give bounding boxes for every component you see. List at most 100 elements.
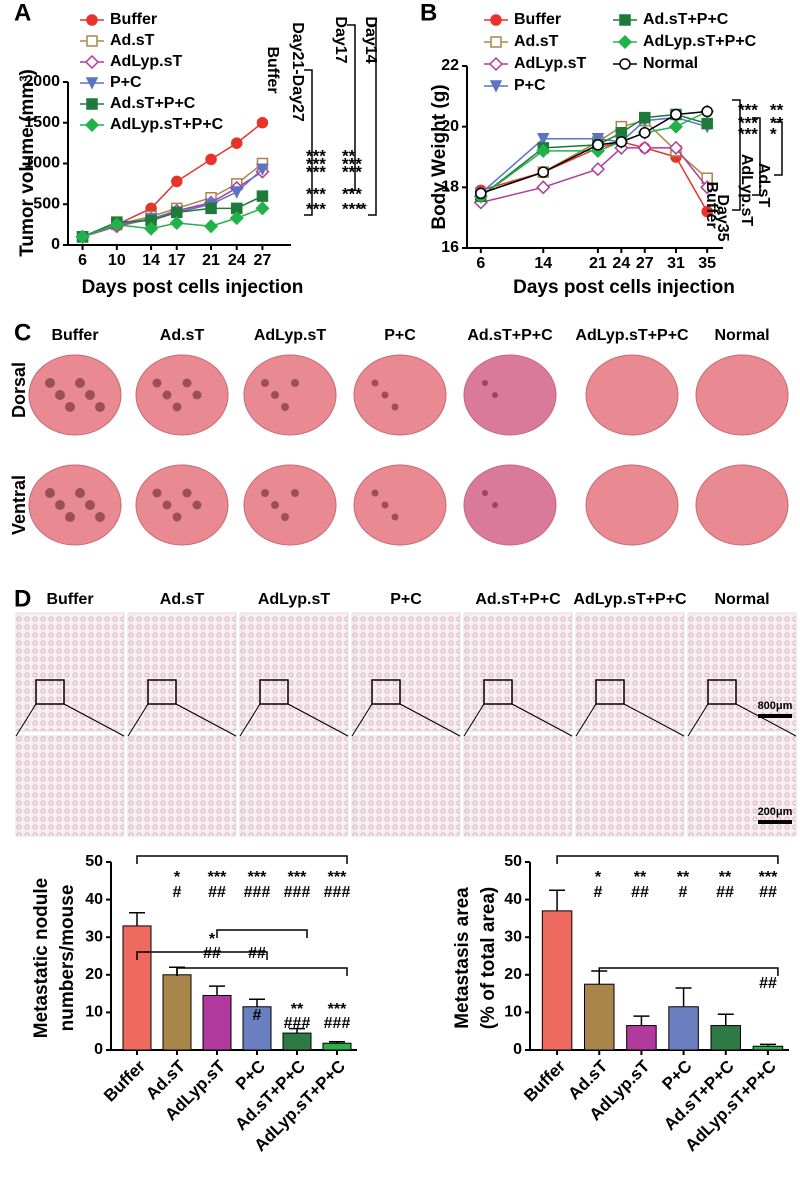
photo-group-label: P+C bbox=[384, 327, 416, 344]
lesion bbox=[85, 390, 95, 400]
y-axis-title: Metastasis area bbox=[452, 887, 473, 1029]
panel-letter: D bbox=[14, 585, 31, 612]
x-tick-label: 6 bbox=[78, 252, 87, 269]
lung-photo bbox=[135, 354, 229, 436]
marker bbox=[86, 98, 98, 110]
zoom-line bbox=[127, 703, 149, 737]
annotation: ** bbox=[634, 869, 647, 886]
y-tick-label: 2000 bbox=[24, 73, 60, 90]
legend-label: Ad.sT+P+C bbox=[110, 95, 196, 112]
annotation: ** bbox=[677, 869, 690, 886]
histology-zoom bbox=[239, 735, 349, 837]
legend-label: AdLyp.sT+P+C bbox=[110, 116, 224, 133]
y-tick-label: 20 bbox=[85, 966, 103, 983]
lesion bbox=[45, 488, 55, 498]
marker bbox=[536, 143, 551, 158]
zoom-box bbox=[595, 679, 625, 705]
lung-photo bbox=[353, 464, 447, 546]
bar bbox=[162, 974, 192, 1051]
y-tick-label: 500 bbox=[33, 195, 60, 212]
zoom-line bbox=[511, 703, 573, 737]
lesion bbox=[65, 512, 75, 522]
histology-zoom bbox=[127, 735, 237, 837]
lesion bbox=[261, 489, 269, 497]
y-tick-label: 40 bbox=[85, 891, 103, 908]
error-bar bbox=[249, 998, 265, 1007]
marker bbox=[619, 14, 631, 26]
lung-photo bbox=[695, 464, 789, 546]
bar bbox=[282, 1032, 312, 1051]
annotation: ** bbox=[719, 869, 732, 886]
lesion bbox=[492, 502, 498, 508]
annotation: ## bbox=[759, 975, 777, 992]
marker bbox=[670, 108, 682, 121]
annotation: ** bbox=[770, 113, 784, 132]
lesion bbox=[75, 488, 85, 498]
annotation: ### bbox=[324, 1015, 351, 1032]
photo-group-label: AdLyp.sT bbox=[254, 327, 327, 344]
annotation: *** bbox=[342, 162, 362, 181]
annotation: *** bbox=[306, 146, 326, 165]
lesion bbox=[192, 390, 202, 400]
lesion bbox=[65, 402, 75, 412]
lung-photo bbox=[695, 354, 789, 436]
photo-group-label: AdLyp.sT+P+C bbox=[575, 327, 689, 344]
annotation: * bbox=[360, 199, 367, 218]
y-tick-label: 16 bbox=[441, 239, 459, 256]
y-tick-label: 1500 bbox=[24, 114, 60, 131]
lesion bbox=[152, 488, 162, 498]
annotation: *** bbox=[342, 199, 362, 218]
marker bbox=[256, 117, 269, 129]
y-tick-label: 0 bbox=[94, 1041, 103, 1058]
bar bbox=[322, 1042, 352, 1051]
histology-image bbox=[463, 612, 573, 732]
error-bar bbox=[675, 987, 692, 1007]
y-axis-title: Metastatic nodule bbox=[31, 878, 52, 1038]
zoom-line bbox=[735, 703, 797, 737]
annotation: ## bbox=[759, 884, 777, 901]
zoom-line bbox=[623, 703, 685, 737]
x-tick-label: 27 bbox=[254, 252, 272, 269]
annotation: ### bbox=[244, 884, 271, 901]
marker bbox=[590, 162, 605, 177]
x-tick-label: 35 bbox=[698, 255, 716, 272]
zoom-box bbox=[35, 679, 65, 705]
marker bbox=[171, 175, 183, 188]
annotation: ** bbox=[291, 1001, 304, 1018]
lesion bbox=[281, 513, 289, 521]
lesion bbox=[85, 500, 95, 510]
annotation: Ad.sT bbox=[755, 163, 772, 208]
marker bbox=[230, 137, 243, 149]
annotation: * bbox=[770, 124, 777, 143]
legend-label: Buffer bbox=[514, 11, 561, 28]
x-tick-label: Buffer bbox=[100, 1056, 149, 1105]
legend-label: Ad.sT+P+C bbox=[643, 11, 729, 28]
annotation: ## bbox=[248, 945, 266, 962]
lung-photo bbox=[28, 464, 122, 546]
annotation: Buffer bbox=[264, 46, 281, 93]
zoom-line bbox=[175, 703, 237, 737]
annotation: * bbox=[174, 869, 181, 886]
photo-group-label: Buffer bbox=[51, 327, 98, 344]
zoom-line bbox=[575, 703, 597, 737]
lesion bbox=[391, 513, 399, 521]
marker bbox=[144, 221, 159, 236]
bracket bbox=[732, 99, 741, 211]
histology-zoom bbox=[575, 735, 685, 837]
zoom-line bbox=[15, 703, 37, 737]
lesion bbox=[482, 380, 488, 386]
zoom-line bbox=[463, 703, 485, 737]
lesion bbox=[371, 379, 379, 387]
zoom-box bbox=[147, 679, 177, 705]
bracket bbox=[136, 951, 268, 960]
error-bar bbox=[209, 985, 225, 996]
scale-bar bbox=[758, 714, 792, 718]
y-tick-label: 20 bbox=[504, 966, 522, 983]
histology-group-label: AdLyp.sT+P+C bbox=[573, 591, 687, 608]
lesion bbox=[371, 489, 379, 497]
marker bbox=[701, 205, 713, 218]
lesion bbox=[172, 402, 182, 412]
bar bbox=[668, 1006, 699, 1051]
lung-photo bbox=[28, 354, 122, 436]
histology-image bbox=[687, 612, 797, 732]
